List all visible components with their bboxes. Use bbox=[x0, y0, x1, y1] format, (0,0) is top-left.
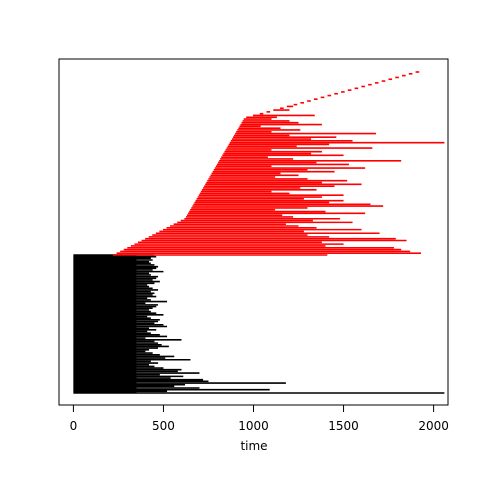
x-tick-label: 1500 bbox=[328, 419, 359, 433]
x-axis: 0 500 1000 1500 2000 bbox=[70, 404, 449, 433]
x-tick-label: 500 bbox=[152, 419, 175, 433]
x-tick-label: 1000 bbox=[238, 419, 269, 433]
x-axis-label: time bbox=[240, 439, 267, 453]
black-dense-block bbox=[73, 255, 137, 393]
x-tick-label: 0 bbox=[70, 419, 78, 433]
x-tick-label: 2000 bbox=[418, 419, 449, 433]
segments-layer bbox=[73, 71, 445, 394]
